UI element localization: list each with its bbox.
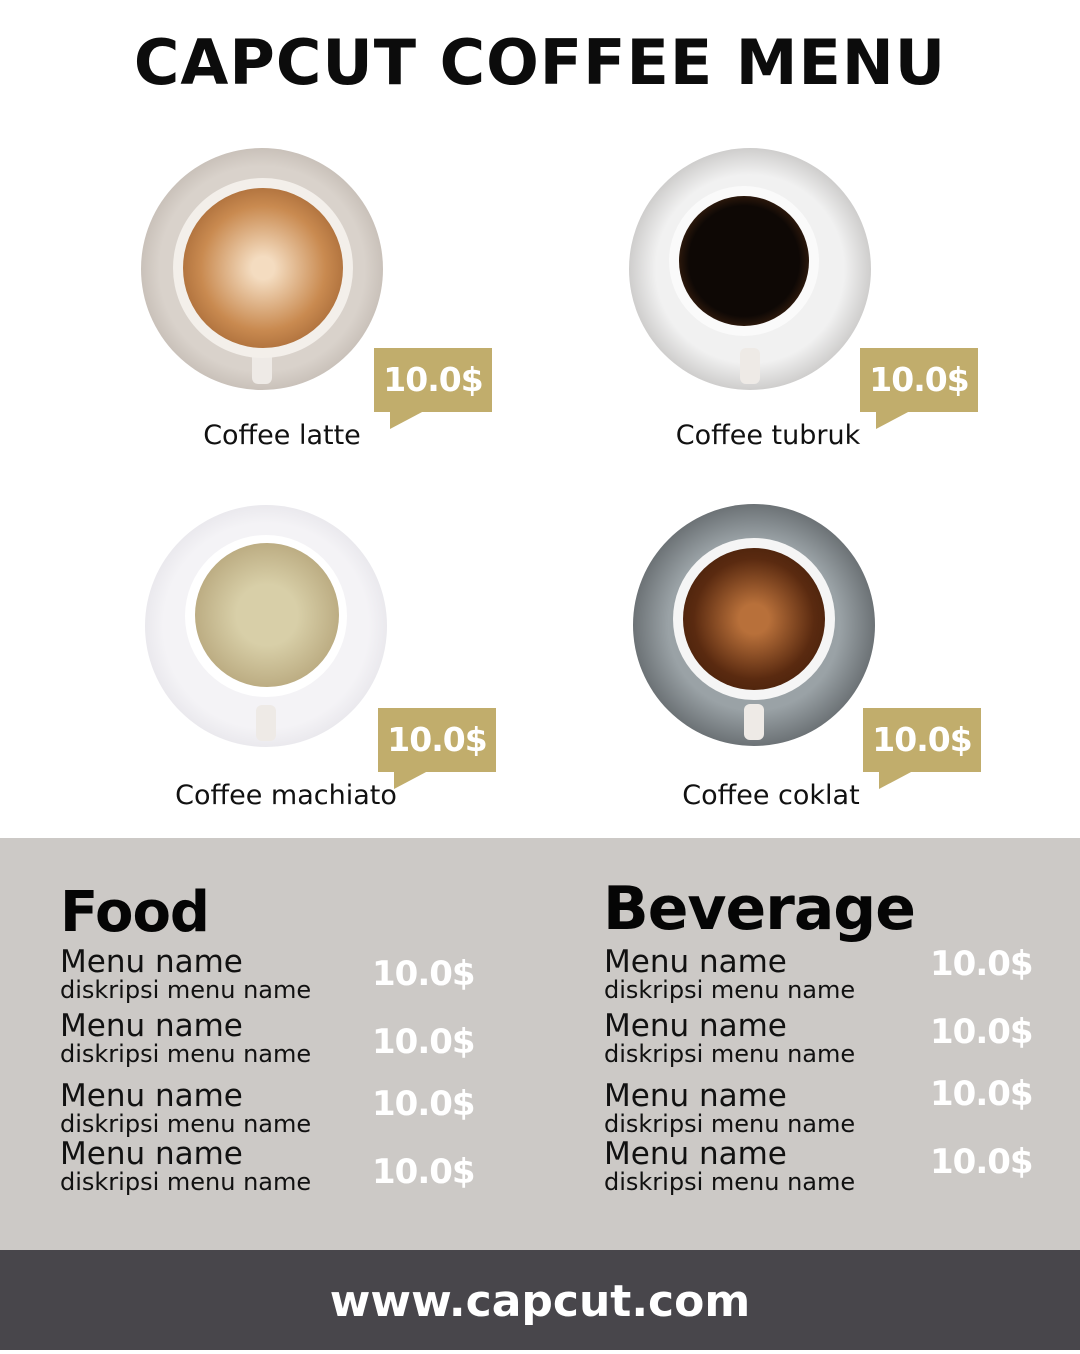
beverage-heading: Beverage <box>603 874 916 944</box>
item-name: Menu name <box>60 1078 243 1114</box>
cup-handle <box>744 704 764 740</box>
price-tag: 10.0$ <box>374 348 492 429</box>
food-item: Menu name diskripsi menu name <box>60 1136 312 1196</box>
website-link[interactable]: www.capcut.com <box>329 1276 751 1327</box>
coffee-machiato-image <box>145 505 387 747</box>
beverage-item: Menu name diskripsi menu name <box>604 1008 856 1068</box>
food-price: 10.0$ <box>372 1084 476 1124</box>
cup-handle <box>740 348 760 384</box>
price-tag: 10.0$ <box>860 348 978 429</box>
item-name: Menu name <box>60 1136 243 1172</box>
food-item: Menu name diskripsi menu name <box>60 944 312 1004</box>
product-name: Coffee latte <box>203 420 361 451</box>
food-price: 10.0$ <box>372 1022 476 1062</box>
item-desc: diskripsi menu name <box>604 976 856 1004</box>
food-heading: Food <box>60 880 210 945</box>
beverage-price: 10.0$ <box>930 1142 1034 1182</box>
item-name: Menu name <box>604 944 787 980</box>
beverage-item: Menu name diskripsi menu name <box>604 944 856 1004</box>
beverage-price: 10.0$ <box>930 1074 1034 1114</box>
beverage-item: Menu name diskripsi menu name <box>604 1078 856 1138</box>
item-name: Menu name <box>604 1008 787 1044</box>
item-desc: diskripsi menu name <box>60 976 312 1004</box>
item-name: Menu name <box>60 944 243 980</box>
item-name: Menu name <box>60 1008 243 1044</box>
page-title: CAPCUT COFFEE MENU <box>133 26 947 99</box>
food-item: Menu name diskripsi menu name <box>60 1008 312 1068</box>
product-name: Coffee machiato <box>175 780 397 811</box>
price-tag: 10.0$ <box>863 708 981 789</box>
price-tag: 10.0$ <box>378 708 496 789</box>
item-desc: diskripsi menu name <box>604 1040 856 1068</box>
footer: www.capcut.com <box>0 1250 1080 1350</box>
product-name: Coffee coklat <box>682 780 860 811</box>
cup-handle <box>256 705 276 741</box>
coffee-coklat-image <box>633 504 875 746</box>
item-desc: diskripsi menu name <box>60 1168 312 1196</box>
beverage-price: 10.0$ <box>930 944 1034 984</box>
item-desc: diskripsi menu name <box>604 1168 856 1196</box>
food-item: Menu name diskripsi menu name <box>60 1078 312 1138</box>
beverage-item: Menu name diskripsi menu name <box>604 1136 856 1196</box>
item-desc: diskripsi menu name <box>60 1110 312 1138</box>
coffee-latte-image <box>141 148 383 390</box>
item-desc: diskripsi menu name <box>604 1110 856 1138</box>
food-price: 10.0$ <box>372 954 476 994</box>
item-name: Menu name <box>604 1078 787 1114</box>
menu-list-section <box>0 838 1080 1250</box>
item-name: Menu name <box>604 1136 787 1172</box>
food-price: 10.0$ <box>372 1152 476 1192</box>
item-desc: diskripsi menu name <box>60 1040 312 1068</box>
beverage-price: 10.0$ <box>930 1012 1034 1052</box>
coffee-tubruk-image <box>629 148 871 390</box>
product-name: Coffee tubruk <box>675 420 861 451</box>
